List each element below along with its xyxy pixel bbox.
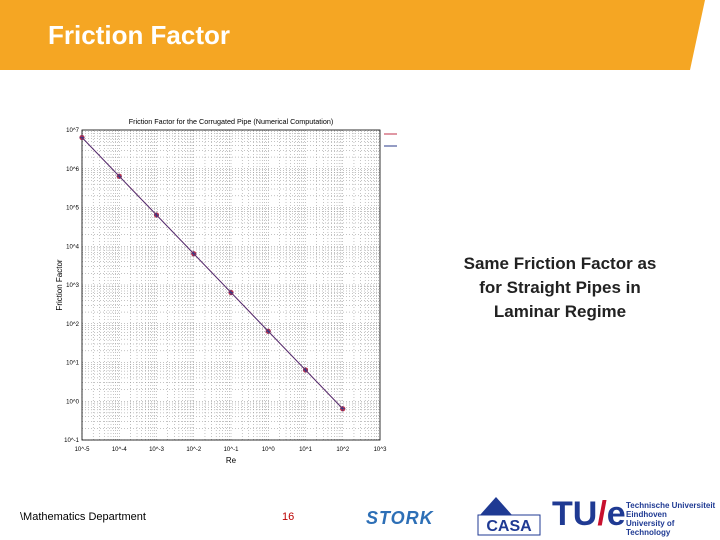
- data-point: [228, 290, 234, 296]
- tue-text-line-2: Eindhoven: [626, 510, 667, 519]
- tue-logo-mark: TU/e: [552, 495, 626, 533]
- casa-logo-text: CASA: [486, 518, 532, 535]
- y-tick-label: 10^7: [66, 128, 79, 134]
- data-point: [340, 406, 346, 412]
- tue-logo: TU/e: [552, 495, 626, 534]
- x-tick-label: 10^-5: [75, 447, 90, 453]
- header-background: [0, 0, 705, 70]
- x-tick-label: 10^2: [336, 447, 349, 453]
- x-tick-label: 10^-2: [186, 447, 201, 453]
- x-tick-label: 10^1: [299, 447, 312, 453]
- note-line-1: Same Friction Factor as: [463, 254, 657, 273]
- series-layer: [79, 134, 346, 412]
- chart-title: Friction Factor for the Corrugated Pipe …: [129, 117, 334, 126]
- note-line-3: Laminar Regime: [493, 302, 627, 321]
- friction-chart: 10^-5 10^-4 10^-3 10^-2 10^-1 10^0 10^1 10^2 10^…: [55, 117, 397, 465]
- y-tick-label: 10^4: [66, 244, 79, 250]
- y-tick-label: 10^1: [66, 361, 79, 367]
- y-tick-label: 10^0: [66, 399, 79, 405]
- y-tick-label: 10^3: [66, 283, 79, 289]
- tick-layer: 10^-5 10^-4 10^-3 10^-2 10^-1 10^0 10^1 10^2 10^…: [64, 128, 387, 453]
- stork-logo-text: STORK: [366, 508, 434, 528]
- casa-logo: CASA: [477, 497, 541, 536]
- x-tick-label: 10^-3: [149, 447, 164, 453]
- data-point: [303, 367, 308, 373]
- page-number: 16: [282, 511, 295, 523]
- y-tick-label: 10^-1: [64, 438, 79, 444]
- y-axis-label: Friction Factor: [55, 259, 64, 310]
- slide-title: Friction Factor: [48, 20, 231, 50]
- data-point: [79, 135, 85, 141]
- tue-text-line-1: Technische Universiteit: [626, 501, 716, 510]
- data-point: [154, 212, 159, 218]
- x-axis-label: Re: [226, 456, 237, 465]
- legend: Corrugated Pipe64/Re: [384, 133, 397, 147]
- data-point: [116, 173, 122, 179]
- data-point: [191, 251, 197, 257]
- y-tick-label: 10^6: [66, 167, 79, 173]
- x-tick-label: 10^-1: [224, 447, 239, 453]
- annotation-note: Same Friction Factor as for Straight Pip…: [430, 252, 690, 324]
- tue-logo-text: Technische Universiteit Eindhoven Univer…: [626, 501, 720, 537]
- tue-slash: /: [597, 495, 607, 533]
- y-tick-label: 10^2: [66, 322, 79, 328]
- grid-layer: [81, 130, 380, 441]
- x-tick-label: 10^-4: [112, 447, 127, 453]
- data-point: [265, 328, 271, 334]
- axes-box: [81, 129, 381, 441]
- note-line-2: for Straight Pipes in: [479, 278, 641, 297]
- y-tick-label: 10^5: [66, 206, 79, 212]
- stork-logo: STORK: [366, 508, 434, 529]
- tue-text-line-3: University of Technology: [626, 519, 675, 537]
- x-tick-label: 10^3: [374, 447, 387, 453]
- series-line: [81, 137, 344, 410]
- department-label: \Mathematics Department: [20, 511, 146, 523]
- x-tick-label: 10^0: [262, 447, 275, 453]
- header-bar: Friction Factor: [0, 0, 720, 70]
